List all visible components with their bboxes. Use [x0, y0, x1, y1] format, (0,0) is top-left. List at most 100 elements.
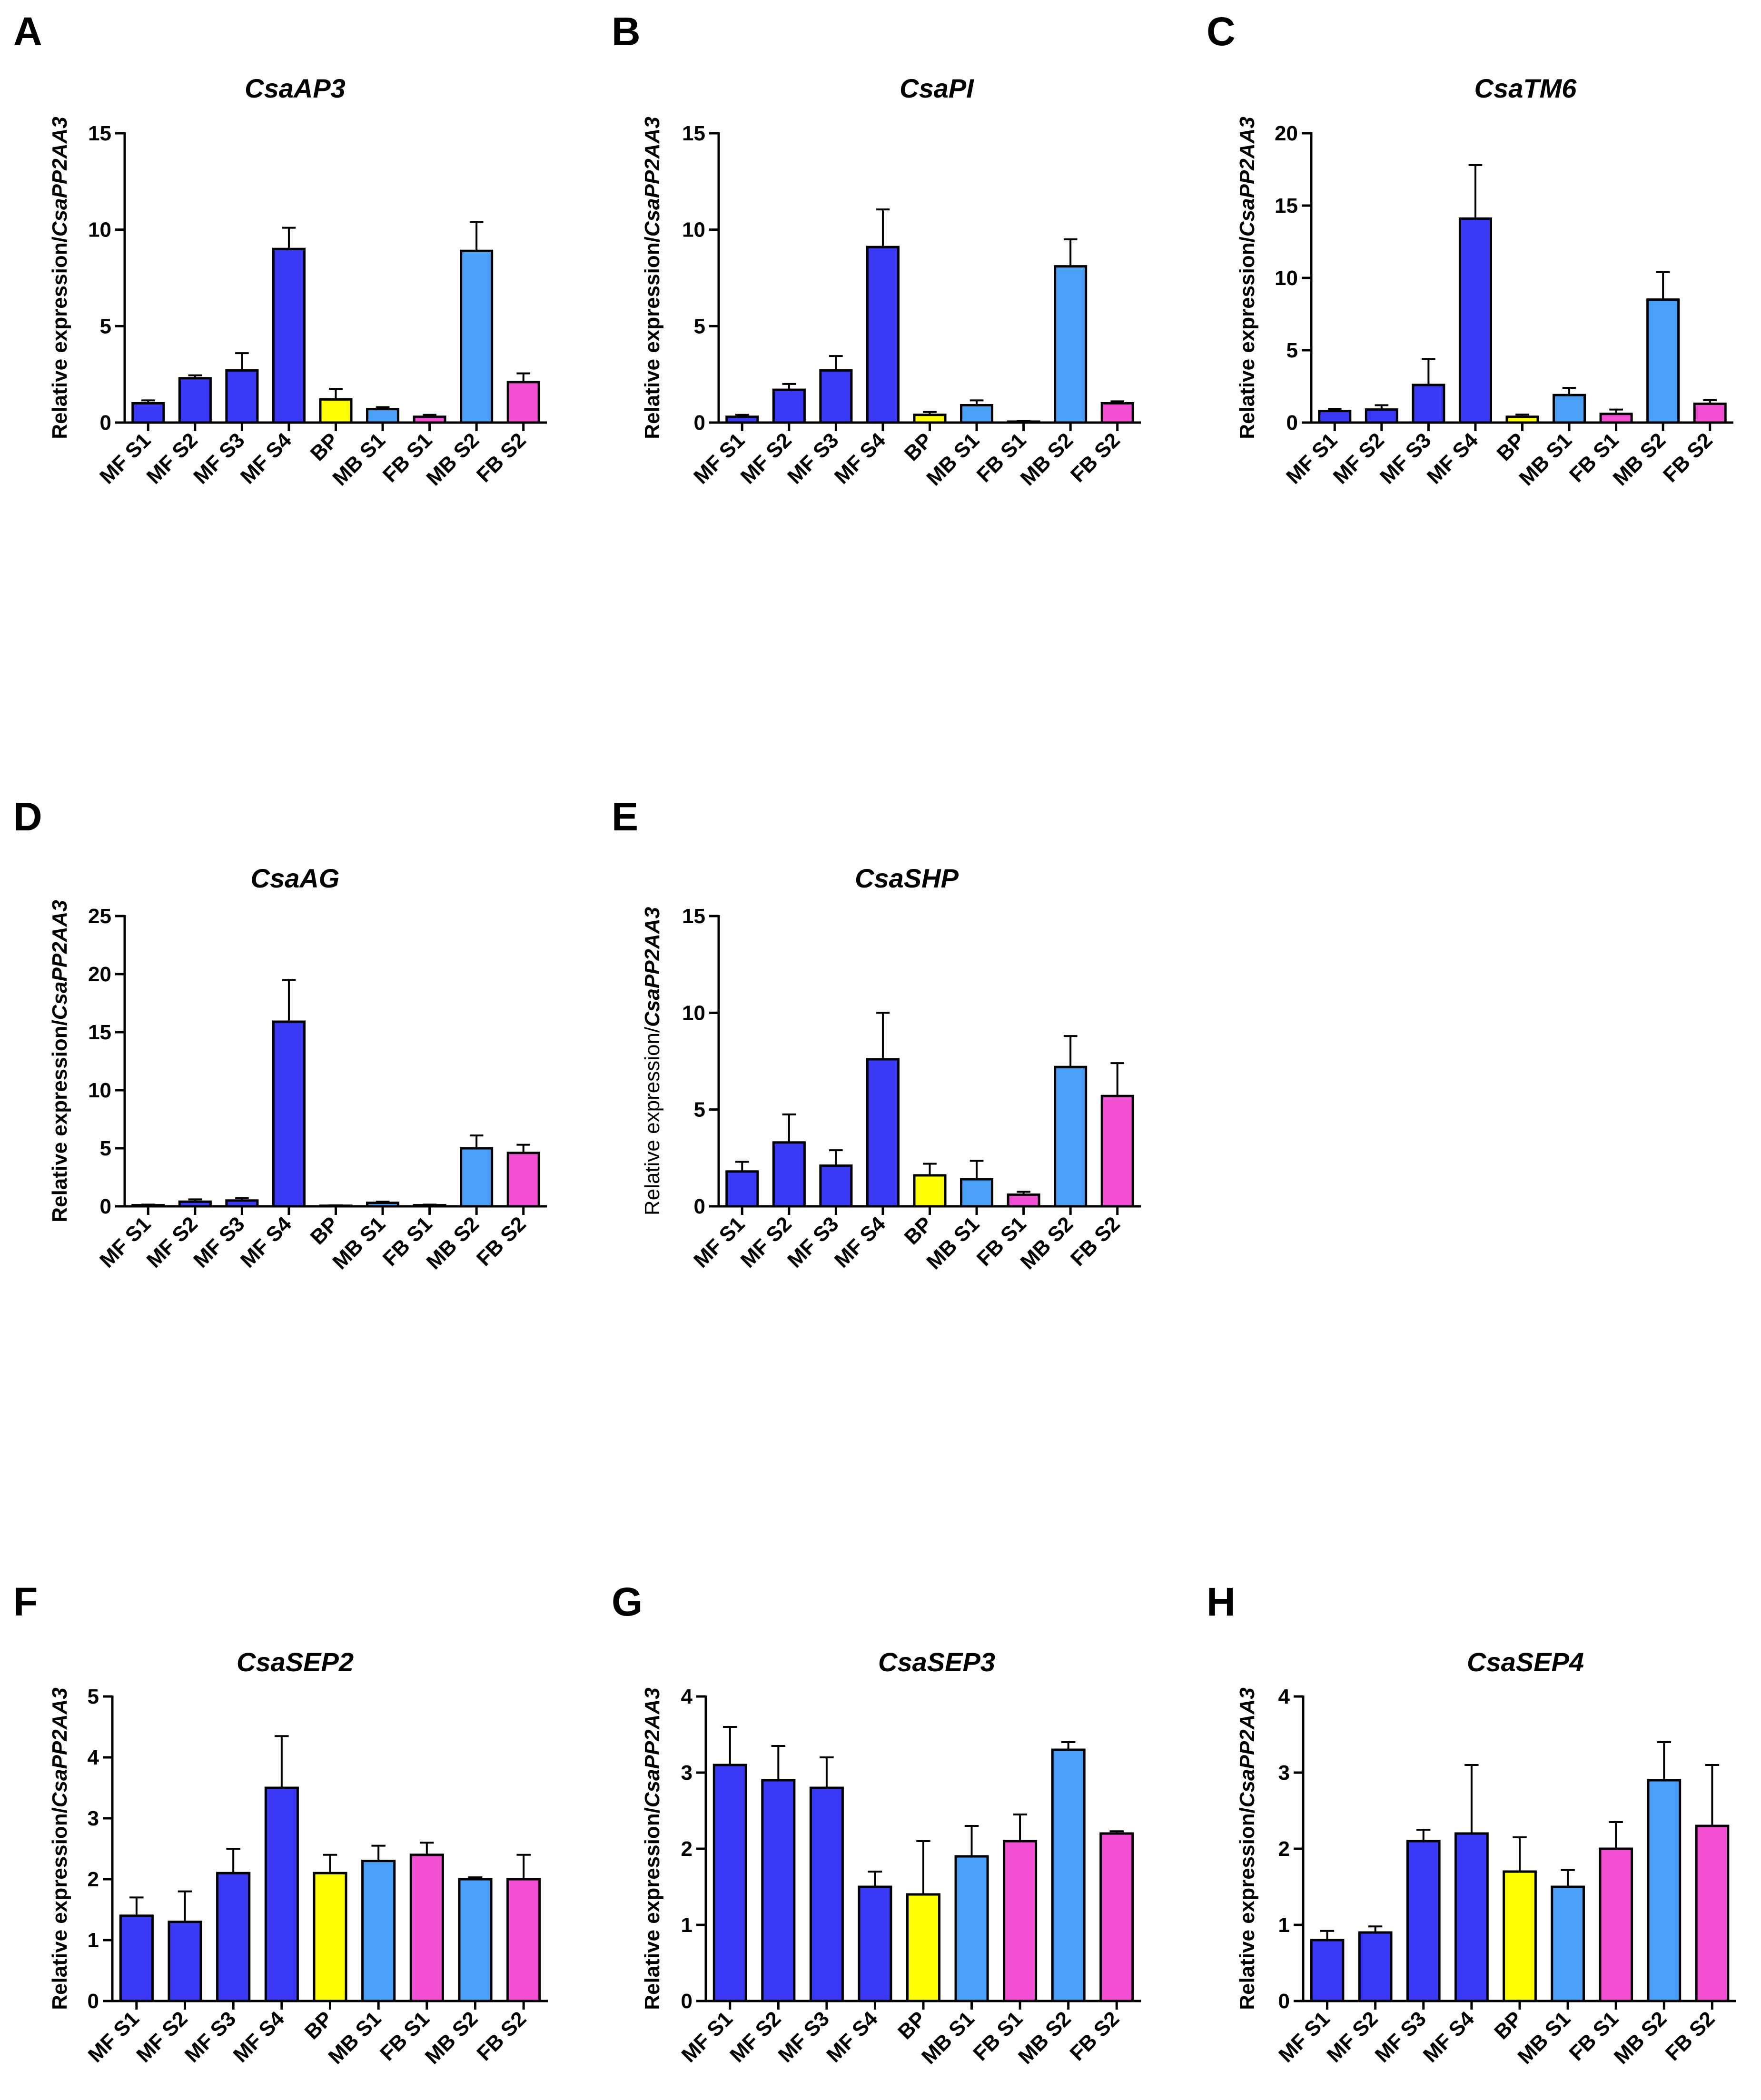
- y-tick-label: 1: [88, 1929, 99, 1952]
- x-tick-label: MF S4: [830, 428, 890, 489]
- bar-mb-s1: [960, 404, 994, 424]
- bar-mb-s2: [1051, 1748, 1086, 2002]
- y-axis-label-gene: CsaPP2AA3: [48, 900, 71, 1020]
- bar-mf-s2: [1358, 1931, 1393, 2002]
- bar-fb-s2: [506, 1878, 541, 2002]
- y-tick-label: 0: [1278, 1990, 1290, 2013]
- x-tick-label: MB S2: [1016, 1212, 1078, 1274]
- x-tick-label: MF S1: [689, 1212, 749, 1272]
- bar-fb-s2: [1099, 1832, 1134, 2002]
- panel-letter: F: [13, 1579, 38, 1624]
- x-tick-label: MF S4: [236, 428, 297, 489]
- bar-mf-s4: [1458, 217, 1492, 424]
- x-tick-label: MB S2: [1608, 428, 1670, 490]
- x-tick-label: MF S3: [180, 2007, 240, 2067]
- bar-mf-s1: [131, 402, 165, 424]
- y-tick-label: 10: [682, 1001, 705, 1025]
- chart-title: CsaSHP: [855, 863, 959, 893]
- x-tick-label: BP: [1493, 428, 1530, 465]
- bar-mf-s1: [725, 415, 759, 424]
- y-tick-label: 2: [681, 1837, 693, 1861]
- bar-mb-s1: [366, 408, 400, 424]
- y-axis-label-gene: CsaPP2AA3: [641, 1687, 664, 1807]
- bar-fb-s2: [1100, 402, 1134, 424]
- x-tick-label: MB S1: [324, 2007, 386, 2069]
- y-axis-label: Relative expression/CsaPP2AA3: [48, 1687, 71, 2010]
- x-tick-label: MF S2: [736, 428, 796, 488]
- x-tick-label: MF S3: [783, 1212, 843, 1272]
- y-tick-label: 10: [682, 218, 705, 242]
- x-tick-label: MF S1: [689, 428, 749, 488]
- x-tick-label: MF S4: [236, 1212, 297, 1272]
- bar-fb-s2: [506, 1152, 540, 1208]
- x-tick-label: MF S1: [95, 1212, 155, 1272]
- y-axis-label-gene: CsaPP2AA3: [1236, 117, 1259, 237]
- bar-fb-s1: [1599, 1847, 1633, 2002]
- y-tick-label: 0: [100, 1195, 111, 1218]
- bar-mb-s2: [1646, 298, 1680, 424]
- x-tick-label: MF S3: [1375, 428, 1435, 488]
- bar-bp: [1503, 1870, 1537, 2002]
- bar-mf-s2: [178, 377, 212, 424]
- y-tick-label: 20: [88, 963, 111, 986]
- y-tick-label: 0: [1286, 411, 1298, 434]
- x-tick-label: FB S2: [1066, 1212, 1125, 1271]
- bar-fb-s2: [506, 381, 540, 424]
- bar-fb-s1: [1003, 1840, 1038, 2002]
- x-tick-label: BP: [306, 1212, 343, 1249]
- x-tick-label: MF S2: [142, 1212, 202, 1272]
- x-tick-label: FB S2: [472, 1212, 531, 1271]
- x-tick-label: MF S3: [774, 2007, 834, 2067]
- y-tick-label: 0: [681, 1990, 693, 2013]
- y-tick-label: 15: [88, 122, 111, 145]
- x-tick-label: MB S2: [1014, 2007, 1076, 2069]
- panel-letter: D: [13, 794, 42, 839]
- y-axis-label-prefix: Relative expression/: [48, 237, 71, 439]
- x-tick-label: MB S2: [422, 428, 484, 490]
- panel-letter: E: [612, 794, 638, 839]
- y-tick-label: 10: [88, 218, 111, 242]
- x-tick-label: MB S2: [1016, 428, 1078, 490]
- x-tick-label: BP: [306, 428, 343, 465]
- panel-letter: C: [1207, 9, 1236, 54]
- y-tick-label: 5: [694, 315, 705, 338]
- panel-h: H CsaSEP4 Relative expression/CsaPP2AA3 0 1 2…: [1207, 1579, 1736, 2069]
- y-axis-label: Relative expression/CsaPP2AA3: [641, 907, 664, 1215]
- x-tick-label: MB S2: [421, 2007, 483, 2069]
- y-tick-label: 3: [88, 1807, 99, 1830]
- bar-mf-s1: [119, 1914, 154, 2002]
- x-tick-label: MF S3: [1371, 2007, 1431, 2067]
- x-tick-label: FB S2: [1065, 2007, 1124, 2065]
- y-axis-label: Relative expression/CsaPP2AA3: [1236, 117, 1259, 439]
- x-tick-label: MF S4: [229, 2007, 289, 2067]
- y-tick-label: 4: [1278, 1685, 1290, 1708]
- bar-mf-s4: [272, 247, 306, 424]
- x-tick-label: BP: [900, 1212, 937, 1249]
- x-tick-label: MF S3: [783, 428, 843, 488]
- bar-bp: [913, 1174, 947, 1208]
- bar-mf-s2: [1365, 408, 1398, 424]
- bar-mb-s1: [361, 1860, 396, 2002]
- y-tick-label: 0: [88, 1990, 99, 2013]
- y-tick-label: 4: [681, 1685, 693, 1708]
- bar-fb-s1: [409, 1854, 444, 2002]
- panel-e: E CsaSHP Relative expression/CsaPP2AA3 0 5 10…: [612, 794, 1141, 1274]
- bar-mf-s1: [725, 1170, 759, 1208]
- bar-mf-s3: [1412, 384, 1445, 424]
- bar-mf-s1: [1310, 1939, 1345, 2002]
- x-tick-label: BP: [900, 428, 937, 465]
- y-tick-label: 15: [682, 905, 705, 928]
- x-tick-label: MF S2: [1322, 2007, 1382, 2067]
- chart-title: CsaAG: [251, 863, 340, 893]
- bar-mb-s1: [960, 1178, 994, 1208]
- y-axis-label-gene: CsaPP2AA3: [641, 907, 664, 1027]
- bar-mf-s2: [168, 1921, 202, 2002]
- bar-mb-s2: [460, 1147, 494, 1208]
- x-tick-label: MF S4: [1423, 428, 1483, 489]
- y-tick-label: 1: [681, 1913, 693, 1937]
- panel-f: F CsaSEP2 Relative expression/CsaPP2AA3 0 1 2…: [13, 1579, 548, 2069]
- bar-mb-s2: [1647, 1779, 1682, 2002]
- bar-mf-s3: [819, 369, 853, 424]
- x-tick-label: MB S2: [1610, 2007, 1672, 2069]
